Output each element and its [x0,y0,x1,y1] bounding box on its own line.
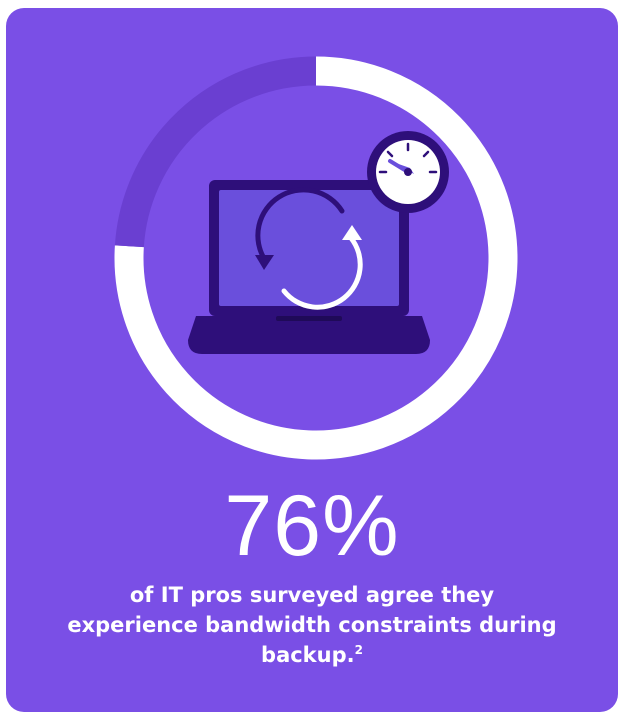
stat-caption: of IT pros surveyed agree they experienc… [66,580,558,670]
stat-value: 76% [224,478,400,574]
donut-ring [114,56,518,460]
stat-card: 76% of IT pros surveyed agree they exper… [6,8,618,712]
footnote-marker: 2 [354,643,363,657]
caption-text: of IT pros surveyed agree they experienc… [67,583,557,667]
sync-arrow-right [281,235,363,310]
speedometer-icon [367,131,449,213]
sync-arrow-head-right [342,225,362,240]
sync-arrow-head-left [255,255,274,270]
laptop-sync-icon [188,180,430,354]
donut-slice-highlight [114,56,518,460]
donut-chart [114,56,518,460]
sync-arrows-icon [255,187,345,263]
donut-slice-remainder [114,56,317,248]
